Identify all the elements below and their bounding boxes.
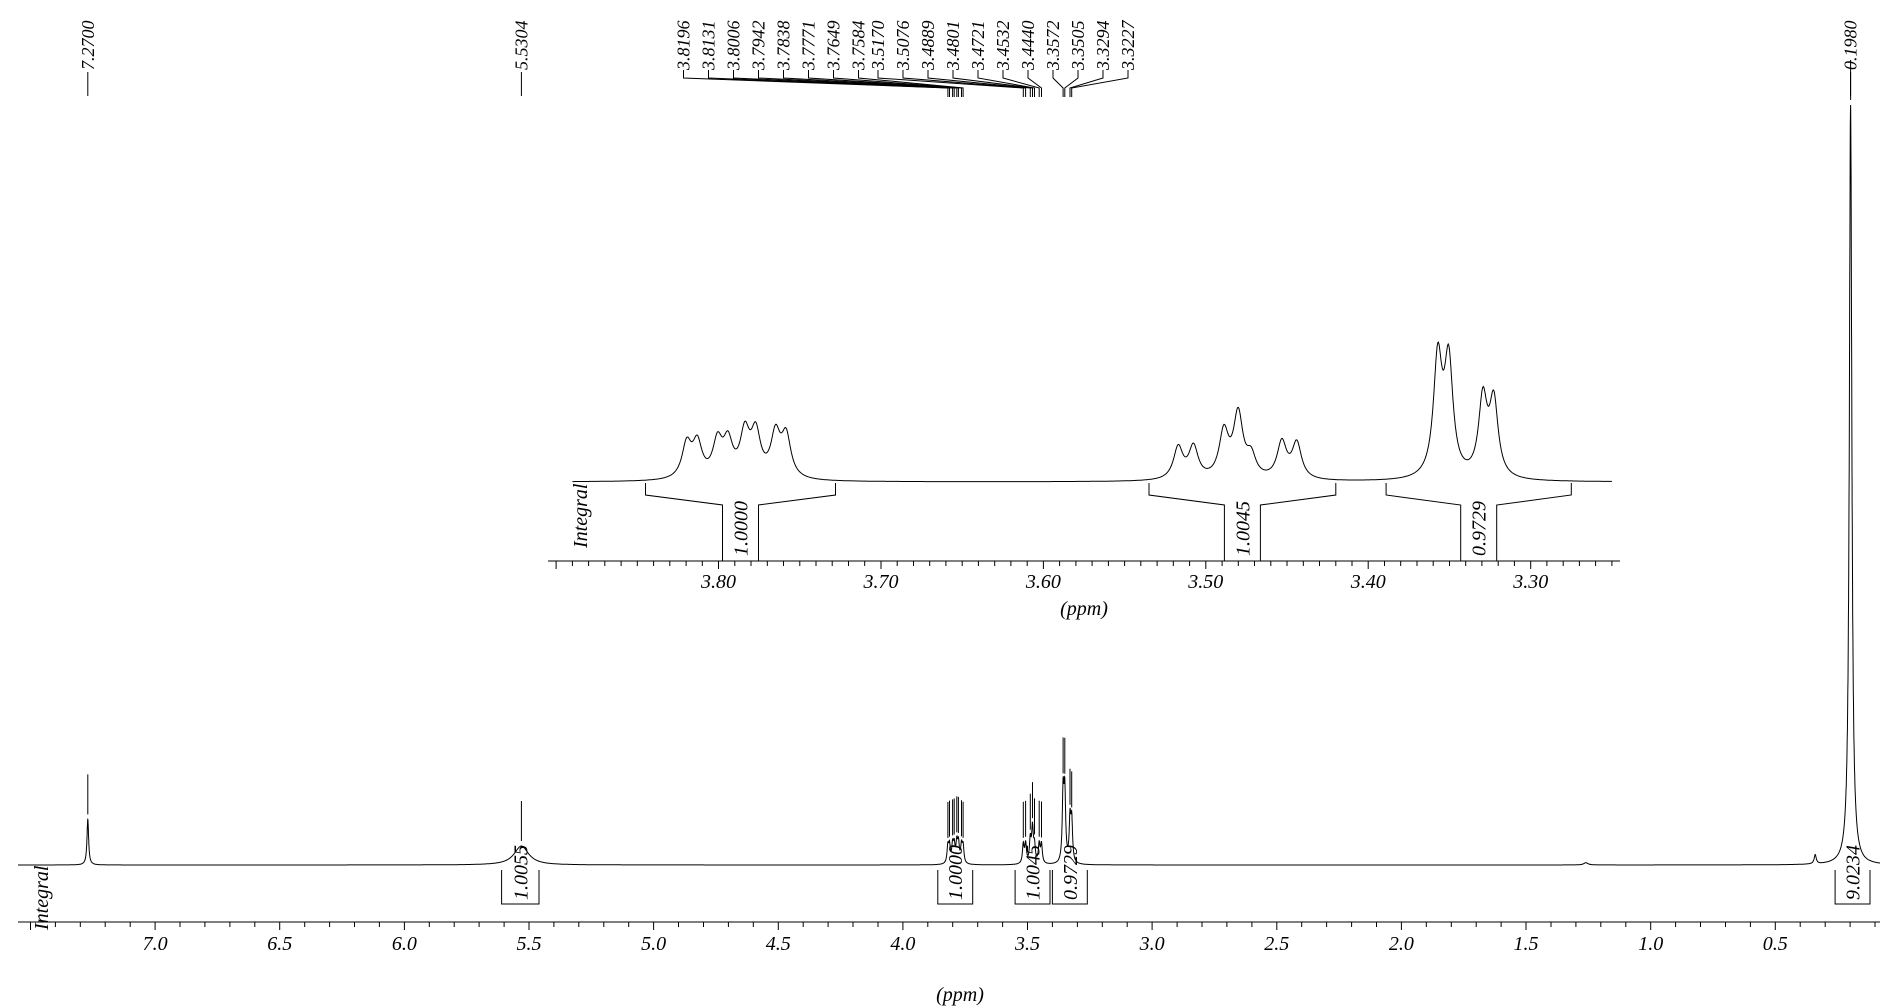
main-x-tick-label: 2.0 xyxy=(1389,933,1414,955)
svg-text:3.7771: 3.7771 xyxy=(799,21,819,72)
main-integral-bracket: 0.9729 xyxy=(1051,845,1088,905)
svg-text:3.5076: 3.5076 xyxy=(893,21,913,72)
peak-label: 0.1980 xyxy=(1841,21,1861,100)
peak-label: 3.5076 xyxy=(893,21,1027,97)
inset-x-tick-label: 3.70 xyxy=(863,571,899,593)
inset-integral-value: 1.0045 xyxy=(1232,501,1254,556)
svg-text:3.7584: 3.7584 xyxy=(849,21,869,72)
peak-label: 3.7649 xyxy=(824,21,962,97)
peak-label: 3.7942 xyxy=(749,21,955,97)
inset-spectrum: 1.0000 1.0045 0.9729 3.80 3.70 3.60 3.50 3.40 3… xyxy=(548,341,1620,620)
main-peak-labels: 7.2700 5.5304 0.1980 3.8196 3.8131 3.8006 3.79… xyxy=(78,20,1861,841)
main-x-tick-label: 0.5 xyxy=(1763,933,1788,955)
svg-text:3.4532: 3.4532 xyxy=(993,21,1013,72)
main-x-tick-label: 2.5 xyxy=(1264,933,1289,955)
peak-label: 3.3505 xyxy=(1064,21,1088,97)
svg-text:5.5304: 5.5304 xyxy=(511,21,531,71)
inset-integral-bracket: 1.0045 xyxy=(1148,483,1337,561)
svg-text:3.4440: 3.4440 xyxy=(1018,21,1038,72)
main-x-tick-label: 1.5 xyxy=(1514,933,1539,955)
svg-text:3.7838: 3.7838 xyxy=(774,21,794,72)
svg-text:3.8196: 3.8196 xyxy=(674,21,694,72)
peak-label: 3.8131 xyxy=(699,21,950,97)
main-x-tick-label: 3.5 xyxy=(1014,933,1040,955)
inset-x-ticks: 3.80 3.70 3.60 3.50 3.40 3.30 xyxy=(555,561,1613,593)
peak-label: 3.4721 xyxy=(968,21,1035,97)
main-integral-bracket: 1.0000 xyxy=(937,845,974,905)
svg-text:3.4889: 3.4889 xyxy=(918,21,938,72)
main-x-tick-label: 5.5 xyxy=(517,933,542,955)
peak-label: 3.8006 xyxy=(724,21,954,97)
svg-text:3.3505: 3.3505 xyxy=(1068,21,1088,72)
inset-integral-value: 0.9729 xyxy=(1469,501,1491,556)
main-integral-bracket: 1.0045 xyxy=(1014,845,1051,905)
main-integral-axis-label: Integral xyxy=(31,865,53,931)
svg-text:3.7649: 3.7649 xyxy=(824,21,844,72)
main-x-tick-label: 6.0 xyxy=(392,933,417,955)
inset-x-tick-label: 3.50 xyxy=(1187,571,1223,593)
peak-label: 3.4801 xyxy=(943,21,1033,97)
main-x-tick-label: 3.0 xyxy=(1139,933,1165,955)
peak-label: 3.5170 xyxy=(868,21,1024,97)
main-integral-bracket: 9.0234 xyxy=(1834,845,1871,905)
main-integral-value: 0.9729 xyxy=(1060,845,1082,900)
svg-text:3.7942: 3.7942 xyxy=(749,21,769,72)
main-integrals: 1.0055 1.0000 1.0045 0.9729 9.0234 xyxy=(501,845,1871,905)
peak-label: 3.3227 xyxy=(1071,20,1138,97)
peak-label: 3.4440 xyxy=(1018,21,1042,97)
main-x-tick-label: 6.5 xyxy=(267,933,292,955)
inset-integral-bracket: 1.0000 xyxy=(645,483,836,561)
inset-x-tick-label: 3.40 xyxy=(1350,571,1386,593)
main-integral-bracket: 1.0055 xyxy=(501,845,540,905)
svg-text:7.2700: 7.2700 xyxy=(78,21,98,71)
inset-integral-value: 1.0000 xyxy=(731,501,753,556)
svg-text:0.1980: 0.1980 xyxy=(1841,21,1861,71)
svg-text:3.3227: 3.3227 xyxy=(1118,20,1138,72)
main-integral-value: 9.0234 xyxy=(1843,845,1865,900)
inset-integrals: 1.0000 1.0045 0.9729 xyxy=(645,483,1572,561)
peak-label: 3.7838 xyxy=(774,21,958,97)
main-x-tick-label: 7.0 xyxy=(143,933,168,955)
main-integral-value: 1.0045 xyxy=(1023,845,1045,900)
main-spectrum: 7.2700 5.5304 0.1980 3.8196 3.8131 3.8006 3.79… xyxy=(18,20,1880,1006)
main-spectrum-trace xyxy=(18,104,1880,866)
peak-label: 7.2700 xyxy=(78,21,98,815)
peak-label: 3.8196 xyxy=(674,21,949,97)
svg-text:3.8131: 3.8131 xyxy=(699,21,719,72)
peak-label: 3.3572 xyxy=(1043,21,1064,97)
inset-x-axis-label: (ppm) xyxy=(1060,598,1108,620)
svg-text:3.3572: 3.3572 xyxy=(1043,21,1063,72)
main-x-ticks: 7.0 6.5 6.0 5.5 5.0 4.5 4.0 3.5 3.0 2.5 2.0 1.5 1.0 0… xyxy=(30,922,1876,955)
svg-text:3.3294: 3.3294 xyxy=(1093,21,1113,72)
inset-integral-bracket: 0.9729 xyxy=(1385,483,1572,561)
svg-text:3.8006: 3.8006 xyxy=(724,21,744,72)
inset-x-tick-label: 3.80 xyxy=(700,571,736,593)
inset-x-tick-label: 3.30 xyxy=(1512,571,1548,593)
inset-spectrum-trace xyxy=(572,341,1612,483)
peak-label: 3.7771 xyxy=(799,21,959,97)
main-x-tick-label: 1.0 xyxy=(1638,933,1663,955)
peak-label: 3.4889 xyxy=(918,21,1031,97)
main-integral-value: 1.0000 xyxy=(945,845,967,900)
peak-label: 3.4532 xyxy=(993,21,1040,97)
main-x-tick-label: 4.0 xyxy=(890,933,915,955)
inset-integral-axis-label: Integral xyxy=(570,483,592,549)
inset-x-tick-label: 3.60 xyxy=(1025,571,1061,593)
peak-label: 3.7584 xyxy=(849,21,964,97)
svg-text:3.5170: 3.5170 xyxy=(868,21,888,72)
svg-text:3.4721: 3.4721 xyxy=(968,21,988,72)
peak-label: 3.3294 xyxy=(1069,21,1113,97)
main-x-axis-label: (ppm) xyxy=(936,984,984,1006)
peak-label: 5.5304 xyxy=(511,21,531,841)
main-x-tick-label: 4.5 xyxy=(766,933,791,955)
main-x-tick-label: 5.0 xyxy=(641,933,666,955)
main-integral-value: 1.0055 xyxy=(510,845,532,900)
svg-text:3.4801: 3.4801 xyxy=(943,21,963,72)
